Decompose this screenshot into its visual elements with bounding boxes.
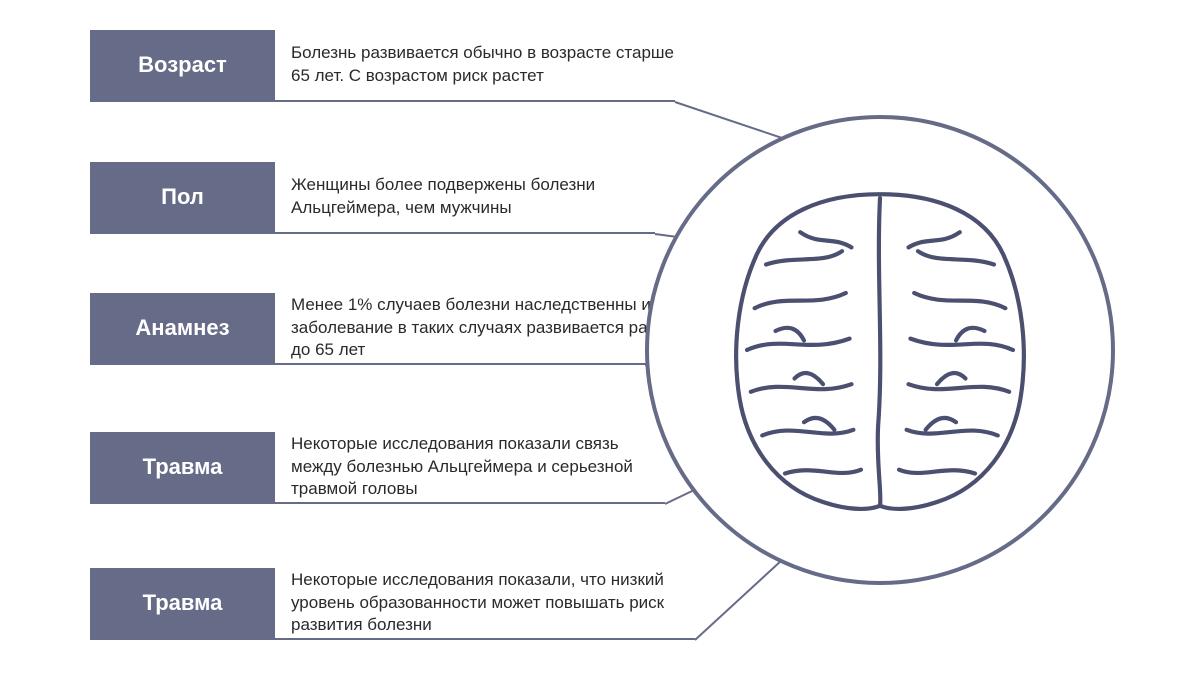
factor-desc: Болезнь развивается обычно в возрасте ст… bbox=[275, 30, 675, 102]
brain-icon bbox=[690, 160, 1070, 540]
factor-desc: Некоторые исследования показали, что низ… bbox=[275, 568, 695, 640]
brain-circle bbox=[645, 115, 1115, 585]
factor-desc: Менее 1% случаев болезни наследственны и… bbox=[275, 293, 695, 365]
factor-label: Анамнез bbox=[90, 293, 275, 365]
infographic-root: Возраст Болезнь развивается обычно в воз… bbox=[0, 0, 1200, 697]
factor-row: Травма Некоторые исследования показали, … bbox=[90, 568, 695, 640]
factor-label: Возраст bbox=[90, 30, 275, 102]
factor-row: Анамнез Менее 1% случаев болезни наследс… bbox=[90, 293, 695, 365]
factor-row: Травма Некоторые исследования показали с… bbox=[90, 432, 665, 504]
factor-label: Пол bbox=[90, 162, 275, 234]
factor-row: Возраст Болезнь развивается обычно в воз… bbox=[90, 30, 675, 102]
factor-label: Травма bbox=[90, 432, 275, 504]
factor-desc: Женщины более подвержены болезни Альцгей… bbox=[275, 162, 655, 234]
factor-label: Травма bbox=[90, 568, 275, 640]
factor-desc: Некоторые исследования показали связь ме… bbox=[275, 432, 665, 504]
factor-row: Пол Женщины более подвержены болезни Аль… bbox=[90, 162, 655, 234]
